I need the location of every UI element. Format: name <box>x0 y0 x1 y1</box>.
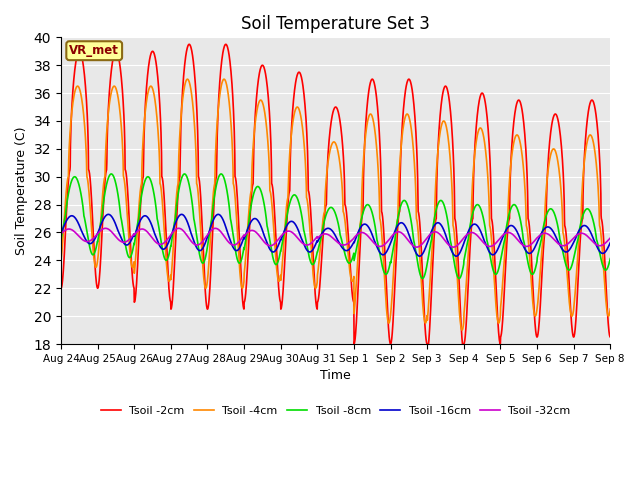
Tsoil -4cm <box>496 318 504 324</box>
Tsoil -16cm <box>364 223 371 228</box>
Tsoil -8cm <box>419 276 426 281</box>
Tsoil -2cm <box>607 334 614 340</box>
Tsoil -8cm <box>364 202 371 207</box>
Tsoil -2cm <box>364 98 371 104</box>
Tsoil -8cm <box>217 171 225 177</box>
Tsoil -8cm <box>607 256 614 262</box>
Tsoil -2cm <box>558 153 566 159</box>
Tsoil -32cm <box>573 232 581 238</box>
Tsoil -4cm <box>607 306 614 312</box>
X-axis label: Time: Time <box>320 369 351 382</box>
Tsoil -32cm <box>496 236 504 242</box>
Tsoil -2cm <box>186 41 193 47</box>
Tsoil -16cm <box>416 253 424 259</box>
Tsoil -2cm <box>57 286 65 291</box>
Line: Tsoil -16cm: Tsoil -16cm <box>61 215 611 256</box>
Text: VR_met: VR_met <box>69 44 119 57</box>
Tsoil -8cm <box>558 246 566 252</box>
Tsoil -16cm <box>178 212 186 217</box>
Line: Tsoil -4cm: Tsoil -4cm <box>61 79 611 330</box>
Line: Tsoil -8cm: Tsoil -8cm <box>61 174 611 278</box>
Tsoil -2cm <box>211 192 218 198</box>
Tsoil -4cm <box>352 291 360 297</box>
Y-axis label: Soil Temperature (C): Soil Temperature (C) <box>15 126 28 255</box>
Tsoil -4cm <box>184 76 191 82</box>
Tsoil -16cm <box>558 246 566 252</box>
Tsoil -32cm <box>211 226 218 231</box>
Tsoil -8cm <box>211 195 218 201</box>
Tsoil -16cm <box>496 242 504 248</box>
Tsoil -2cm <box>496 339 504 345</box>
Tsoil -4cm <box>211 182 218 188</box>
Tsoil -32cm <box>57 231 65 237</box>
Tsoil -8cm <box>352 250 360 255</box>
Tsoil -2cm <box>573 290 581 296</box>
Tsoil -16cm <box>211 215 218 221</box>
Tsoil -32cm <box>364 233 371 239</box>
Tsoil -16cm <box>57 230 65 236</box>
Line: Tsoil -2cm: Tsoil -2cm <box>61 44 611 351</box>
Tsoil -16cm <box>607 240 614 246</box>
Tsoil -4cm <box>573 257 581 263</box>
Tsoil -2cm <box>460 348 468 354</box>
Tsoil -32cm <box>352 233 360 239</box>
Tsoil -8cm <box>496 262 504 268</box>
Tsoil -4cm <box>364 119 371 124</box>
Tsoil -4cm <box>558 207 566 213</box>
Tsoil -16cm <box>573 231 581 237</box>
Legend: Tsoil -2cm, Tsoil -4cm, Tsoil -8cm, Tsoil -16cm, Tsoil -32cm: Tsoil -2cm, Tsoil -4cm, Tsoil -8cm, Tsoi… <box>96 402 575 420</box>
Tsoil -32cm <box>102 226 109 231</box>
Tsoil -2cm <box>352 331 360 336</box>
Tsoil -32cm <box>558 243 566 249</box>
Tsoil -4cm <box>57 257 65 263</box>
Tsoil -8cm <box>57 237 65 243</box>
Title: Soil Temperature Set 3: Soil Temperature Set 3 <box>241 15 430 33</box>
Tsoil -32cm <box>607 235 614 241</box>
Tsoil -4cm <box>458 327 466 333</box>
Line: Tsoil -32cm: Tsoil -32cm <box>61 228 611 247</box>
Tsoil -8cm <box>573 239 581 244</box>
Tsoil -32cm <box>449 244 457 250</box>
Tsoil -16cm <box>352 236 360 242</box>
